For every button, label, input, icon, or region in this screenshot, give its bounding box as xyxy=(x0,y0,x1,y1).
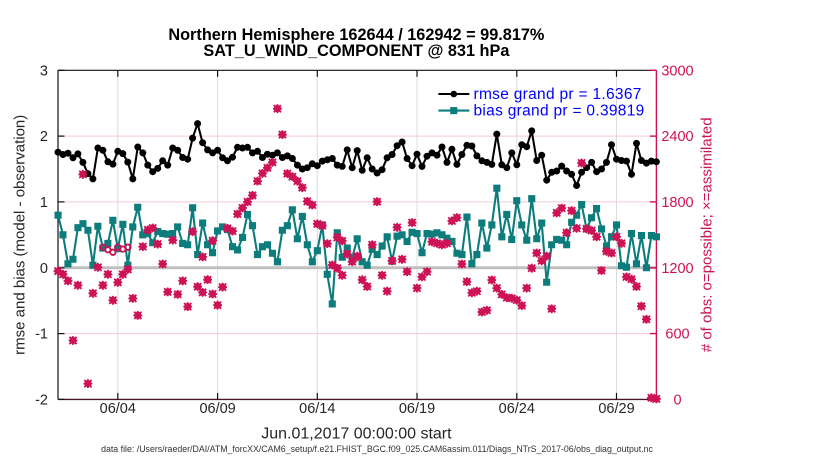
svg-text:3: 3 xyxy=(40,63,48,79)
svg-text:-2: -2 xyxy=(35,392,48,408)
svg-text:data file: /Users/raeder/DAI/A: data file: /Users/raeder/DAI/ATM_forcXX/… xyxy=(101,444,653,454)
svg-text:Northern Hemisphere 162644 / 1: Northern Hemisphere 162644 / 162942 = 99… xyxy=(168,26,545,44)
svg-text:SAT_U_WIND_COMPONENT @ 831 hPa: SAT_U_WIND_COMPONENT @ 831 hPa xyxy=(203,42,510,60)
svg-text:1800: 1800 xyxy=(661,195,693,211)
svg-text:rmse grand pr = 1.6367: rmse grand pr = 1.6367 xyxy=(474,86,642,103)
svg-text:06/29: 06/29 xyxy=(598,401,634,417)
svg-text:06/19: 06/19 xyxy=(399,401,435,417)
svg-text:600: 600 xyxy=(665,327,689,343)
svg-text:0: 0 xyxy=(40,261,48,277)
svg-text:06/24: 06/24 xyxy=(499,401,535,417)
svg-text:2400: 2400 xyxy=(661,129,693,145)
svg-text:3000: 3000 xyxy=(661,63,693,79)
svg-text:1200: 1200 xyxy=(661,261,693,277)
svg-text:1: 1 xyxy=(40,195,48,211)
svg-text:0: 0 xyxy=(673,392,681,408)
svg-text:06/14: 06/14 xyxy=(299,401,335,417)
svg-text:-1: -1 xyxy=(35,327,48,343)
svg-text:rmse and bias (model - observa: rmse and bias (model - observation) xyxy=(12,115,29,355)
svg-text:Jun.01,2017 00:00:00 start: Jun.01,2017 00:00:00 start xyxy=(261,426,452,443)
svg-text:bias grand pr = 0.39819: bias grand pr = 0.39819 xyxy=(474,102,645,119)
svg-text:06/09: 06/09 xyxy=(199,401,235,417)
svg-text:06/04: 06/04 xyxy=(100,401,136,417)
svg-text:# of obs: o=possible; ×=assimi: # of obs: o=possible; ×=assimilated xyxy=(699,117,716,352)
svg-text:2: 2 xyxy=(40,129,48,145)
